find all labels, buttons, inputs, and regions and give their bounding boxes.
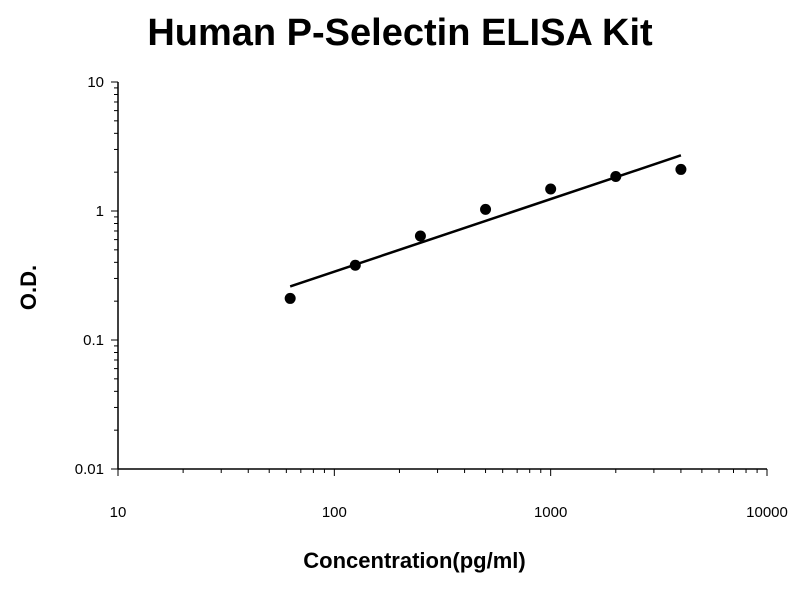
chart-title: Human P-Selectin ELISA Kit [147, 12, 653, 54]
data-point [349, 259, 361, 271]
y-axis-label: O.D. [16, 265, 41, 310]
y-tick-label: 0.01 [75, 461, 104, 478]
x-tick-label: 10000 [746, 504, 788, 521]
data-point [675, 163, 687, 175]
data-point [480, 203, 492, 215]
x-tick-label: 1000 [534, 504, 567, 521]
data-point [284, 292, 296, 304]
data-point [545, 183, 557, 195]
x-tick-label: 10 [110, 504, 127, 521]
y-tick-label: 10 [87, 74, 104, 91]
data-point [414, 230, 426, 242]
data-point [610, 171, 622, 183]
fit-line [289, 154, 682, 288]
y-tick-label: 0.1 [83, 332, 104, 349]
y-tick-label: 1 [96, 203, 104, 220]
x-tick-label: 100 [322, 504, 347, 521]
x-axis-label: Concentration(pg/ml) [303, 548, 525, 573]
